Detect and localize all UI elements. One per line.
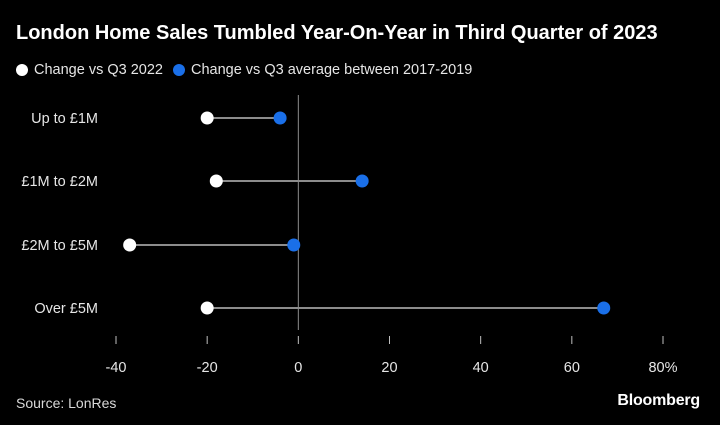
bloomberg-logo: Bloomberg bbox=[617, 392, 700, 409]
point-change-vs-q3-average-2017-2019 bbox=[355, 174, 369, 188]
category-label: £1M to £2M bbox=[21, 174, 98, 190]
source-note: Source: LonRes bbox=[16, 395, 117, 411]
point-change-vs-q3-average-2017-2019 bbox=[287, 238, 301, 252]
point-change-vs-q3-2022 bbox=[123, 238, 137, 252]
chart-title: London Home Sales Tumbled Year-On-Year i… bbox=[16, 22, 658, 44]
x-tick-label: 20 bbox=[381, 360, 397, 376]
legend-label-series-b: Change vs Q3 average between 2017-2019 bbox=[190, 62, 473, 78]
point-change-vs-q3-average-2017-2019 bbox=[597, 301, 611, 315]
x-tick-label: 40 bbox=[473, 360, 489, 376]
point-change-vs-q3-2022 bbox=[209, 174, 223, 188]
category-label: Over £5M bbox=[34, 301, 98, 317]
category-label: Up to £1M bbox=[31, 111, 98, 127]
x-tick-label: 0 bbox=[294, 360, 302, 376]
legend: Change vs Q3 2022 Change vs Q3 average b… bbox=[16, 62, 482, 78]
x-tick-label: 60 bbox=[564, 360, 580, 376]
x-tick-label: -20 bbox=[197, 360, 218, 376]
category-label: £2M to £5M bbox=[21, 238, 98, 254]
point-change-vs-q3-2022 bbox=[200, 301, 214, 315]
legend-item-series-b: Change vs Q3 average between 2017-2019 bbox=[172, 62, 473, 78]
legend-item-series-a: Change vs Q3 2022 bbox=[16, 62, 163, 78]
point-change-vs-q3-2022 bbox=[200, 111, 214, 125]
legend-label-series-a: Change vs Q3 2022 bbox=[34, 62, 163, 78]
point-change-vs-q3-average-2017-2019 bbox=[273, 111, 287, 125]
legend-dot-series-b-icon bbox=[172, 64, 185, 76]
x-tick-label: 80% bbox=[648, 360, 677, 376]
legend-dot-series-a-icon bbox=[16, 64, 28, 76]
x-tick-label: -40 bbox=[106, 360, 127, 376]
